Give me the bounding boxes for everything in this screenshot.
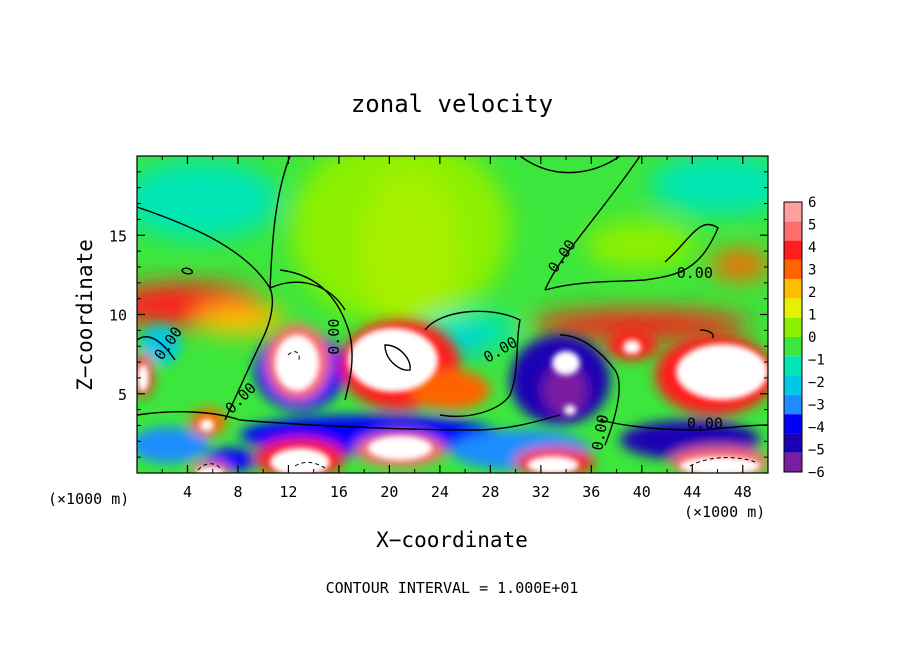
- colorbar-swatch: [784, 337, 802, 357]
- contour-label: 0.00: [687, 415, 723, 433]
- velocity-field: [137, 156, 768, 473]
- x-axis-label: X−coordinate: [376, 528, 528, 552]
- x-axis: 4 8 12 16 20 24 28 32 36 40 44 48: [161, 156, 752, 501]
- x-tick-label: 32: [532, 483, 550, 501]
- y-tick-label: 10: [109, 307, 127, 325]
- contour-label: 0.00: [325, 319, 343, 355]
- colorbar-swatch: [784, 414, 802, 434]
- colorbar-tick-label: 1: [808, 308, 816, 324]
- x-tick-label: 40: [633, 483, 651, 501]
- colorbar-swatch: [784, 317, 802, 337]
- colorbar-tick-label: 4: [808, 240, 816, 256]
- colorbar-swatch: [784, 433, 802, 453]
- colorbar-swatch: [784, 259, 802, 280]
- colorbar-swatch: [784, 279, 802, 299]
- colorbar-tick-label: −3: [808, 398, 825, 414]
- colorbar-swatch: [784, 394, 802, 415]
- colorbar-tick-label: −6: [808, 465, 825, 481]
- colorbar-swatch: [784, 298, 802, 318]
- colorbar-tick-label: −2: [808, 375, 825, 391]
- chart-title: zonal velocity: [351, 90, 553, 118]
- colorbar-swatch: [784, 221, 802, 241]
- x-tick-label: 28: [481, 483, 499, 501]
- x-tick-label: 8: [233, 483, 242, 501]
- colorbar: −6 −5 −4 −3 −2 −1 0 1 2 3 4 5 6: [783, 195, 825, 481]
- y-tick-label: 15: [109, 227, 127, 245]
- x-tick-label: 4: [183, 483, 192, 501]
- colorbar-swatch: [784, 202, 802, 222]
- contour-label: 0.00: [677, 264, 713, 282]
- x-tick-label: 20: [380, 483, 398, 501]
- x-tick-label: 44: [683, 483, 701, 501]
- x-tick-label: 48: [734, 483, 752, 501]
- x-unit-left: (×1000 m): [48, 490, 129, 508]
- y-axis-label: Z−coordinate: [73, 239, 97, 391]
- contour-interval-footer: CONTOUR INTERVAL = 1.000E+01: [326, 579, 579, 597]
- x-tick-label: 24: [431, 483, 449, 501]
- contour-label: 0.00: [588, 413, 612, 452]
- y-axis: 5 10 15: [109, 171, 768, 458]
- colorbar-tick-label: 2: [808, 285, 816, 301]
- colorbar-swatch: [784, 375, 802, 395]
- colorbar-tick-label: 5: [808, 218, 816, 234]
- x-tick-label: 36: [582, 483, 600, 501]
- colorbar-tick-label: −1: [808, 353, 825, 369]
- colorbar-tick-label: −5: [808, 443, 825, 459]
- x-tick-label: 12: [279, 483, 297, 501]
- colorbar-tick-label: 0: [808, 330, 816, 346]
- colorbar-frame: [783, 201, 803, 473]
- y-tick-label: 5: [118, 386, 127, 404]
- colorbar-tick-label: −4: [808, 420, 825, 436]
- colorbar-tick-label: 6: [808, 195, 816, 211]
- x-unit-right: (×1000 m): [684, 503, 765, 521]
- x-tick-label: 16: [330, 483, 348, 501]
- colorbar-swatch: [784, 240, 802, 260]
- colorbar-swatch: [784, 452, 802, 472]
- colorbar-tick-label: 3: [808, 263, 816, 279]
- colorbar-swatch: [784, 356, 802, 376]
